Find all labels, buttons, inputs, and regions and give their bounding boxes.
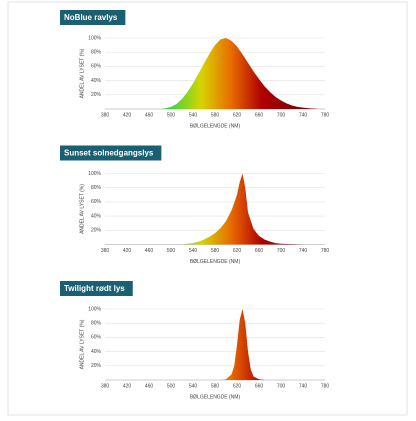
x-tick-label: 660 bbox=[255, 383, 264, 389]
x-tick-label: 420 bbox=[123, 112, 132, 118]
x-tick-label: 460 bbox=[145, 383, 154, 389]
y-tick-label: 60% bbox=[91, 335, 102, 341]
y-axis-label: ANDEL AV LYSET (%) bbox=[79, 48, 85, 98]
x-tick-label: 420 bbox=[123, 383, 132, 389]
y-axis-label: ANDEL AV LYSET (%) bbox=[79, 184, 85, 234]
x-tick-label: 460 bbox=[145, 112, 154, 118]
x-axis-label: BØLGELENGDE (NM) bbox=[190, 394, 241, 400]
y-tick-label: 100% bbox=[88, 35, 101, 41]
y-tick-label: 80% bbox=[91, 321, 102, 327]
x-tick-label: 500 bbox=[167, 383, 176, 389]
x-tick-label: 580 bbox=[211, 248, 220, 254]
x-tick-label: 380 bbox=[101, 248, 110, 254]
x-tick-label: 540 bbox=[189, 383, 198, 389]
x-tick-label: 740 bbox=[299, 383, 308, 389]
y-tick-label: 20% bbox=[91, 92, 102, 98]
x-tick-label: 620 bbox=[233, 248, 242, 254]
x-tick-label: 700 bbox=[277, 112, 286, 118]
x-tick-label: 540 bbox=[189, 248, 198, 254]
title-banner bbox=[60, 281, 133, 296]
x-tick-label: 620 bbox=[233, 112, 242, 118]
y-tick-label: 60% bbox=[91, 64, 102, 70]
x-tick-label: 740 bbox=[299, 248, 308, 254]
x-axis-label: BØLGELENGDE (NM) bbox=[190, 259, 241, 265]
y-tick-label: 20% bbox=[91, 363, 102, 369]
y-tick-label: 80% bbox=[91, 185, 102, 191]
x-axis-label: BØLGELENGDE (NM) bbox=[190, 123, 241, 129]
x-tick-label: 780 bbox=[321, 112, 330, 118]
x-tick-label: 780 bbox=[321, 248, 330, 254]
chart-title: NoBlue ravlys bbox=[64, 13, 118, 22]
x-tick-label: 580 bbox=[211, 112, 220, 118]
title-banner bbox=[60, 10, 126, 25]
y-tick-label: 40% bbox=[91, 213, 102, 219]
y-tick-label: 40% bbox=[91, 349, 102, 355]
chart-title: Twilight rødt lys bbox=[64, 284, 125, 293]
x-tick-label: 620 bbox=[233, 383, 242, 389]
y-tick-label: 40% bbox=[91, 78, 102, 84]
x-tick-label: 420 bbox=[123, 248, 132, 254]
y-axis-label: ANDEL AV LYSET (%) bbox=[79, 319, 85, 369]
spectrum-area bbox=[220, 309, 265, 380]
x-tick-label: 780 bbox=[321, 383, 330, 389]
x-tick-label: 460 bbox=[145, 248, 154, 254]
x-tick-label: 380 bbox=[101, 112, 110, 118]
x-tick-label: 580 bbox=[211, 383, 220, 389]
spectrum-area bbox=[160, 38, 325, 109]
x-tick-label: 700 bbox=[277, 383, 286, 389]
x-tick-label: 660 bbox=[255, 248, 264, 254]
x-tick-label: 500 bbox=[167, 112, 176, 118]
x-tick-label: 540 bbox=[189, 112, 198, 118]
y-tick-label: 100% bbox=[88, 306, 101, 312]
y-tick-label: 100% bbox=[88, 171, 101, 177]
x-tick-label: 660 bbox=[255, 112, 264, 118]
chart-title: Sunset solnedgangslys bbox=[64, 149, 154, 158]
spectrum-area bbox=[182, 173, 303, 245]
y-tick-label: 60% bbox=[91, 199, 102, 205]
title-banner bbox=[60, 145, 162, 161]
y-tick-label: 20% bbox=[91, 228, 102, 234]
x-tick-label: 380 bbox=[101, 383, 110, 389]
y-tick-label: 80% bbox=[91, 50, 102, 56]
x-tick-label: 700 bbox=[277, 248, 286, 254]
x-tick-label: 740 bbox=[299, 112, 308, 118]
x-tick-label: 500 bbox=[167, 248, 176, 254]
